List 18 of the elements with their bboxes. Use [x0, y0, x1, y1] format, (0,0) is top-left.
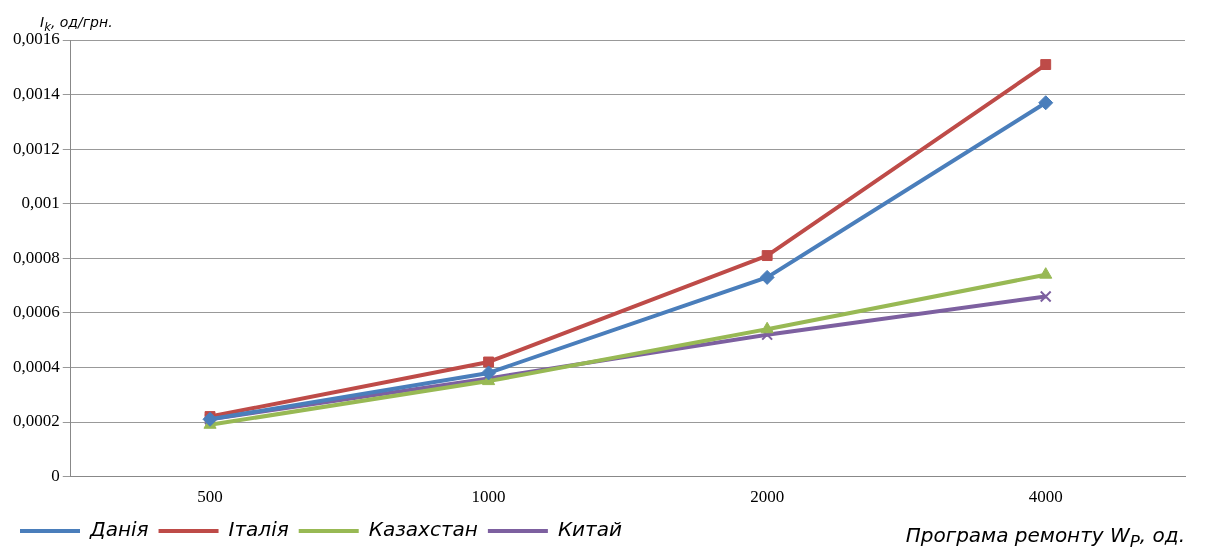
legend-label: Китай [557, 517, 622, 542]
y-tick-label: 0,001 [21, 193, 60, 213]
legend-label: Італія [228, 517, 289, 542]
y-tick-label: 0,0014 [13, 84, 61, 104]
x-tick-label: 2000 [750, 487, 785, 507]
x-tick-label: 1000 [471, 487, 506, 507]
y-tick-label: 0,0004 [13, 356, 61, 376]
x-axis-title: Програма ремонту W$_{P}$, од. [905, 523, 1185, 551]
y-tick-label: 0,0006 [13, 302, 60, 322]
y-axis-title: I$_{k}$, од/грн. [40, 14, 113, 34]
legend-label: Казахстан [368, 517, 478, 542]
x-tick-label: 500 [197, 487, 223, 507]
y-tick-label: 0,0008 [13, 247, 60, 267]
y-tick-label: 0,0012 [13, 138, 60, 158]
x-tick-label: 4000 [1028, 487, 1063, 507]
legend-label: Данія [89, 517, 149, 542]
y-tick-label: 0,0002 [13, 411, 60, 431]
y-tick-label: 0 [51, 466, 60, 486]
